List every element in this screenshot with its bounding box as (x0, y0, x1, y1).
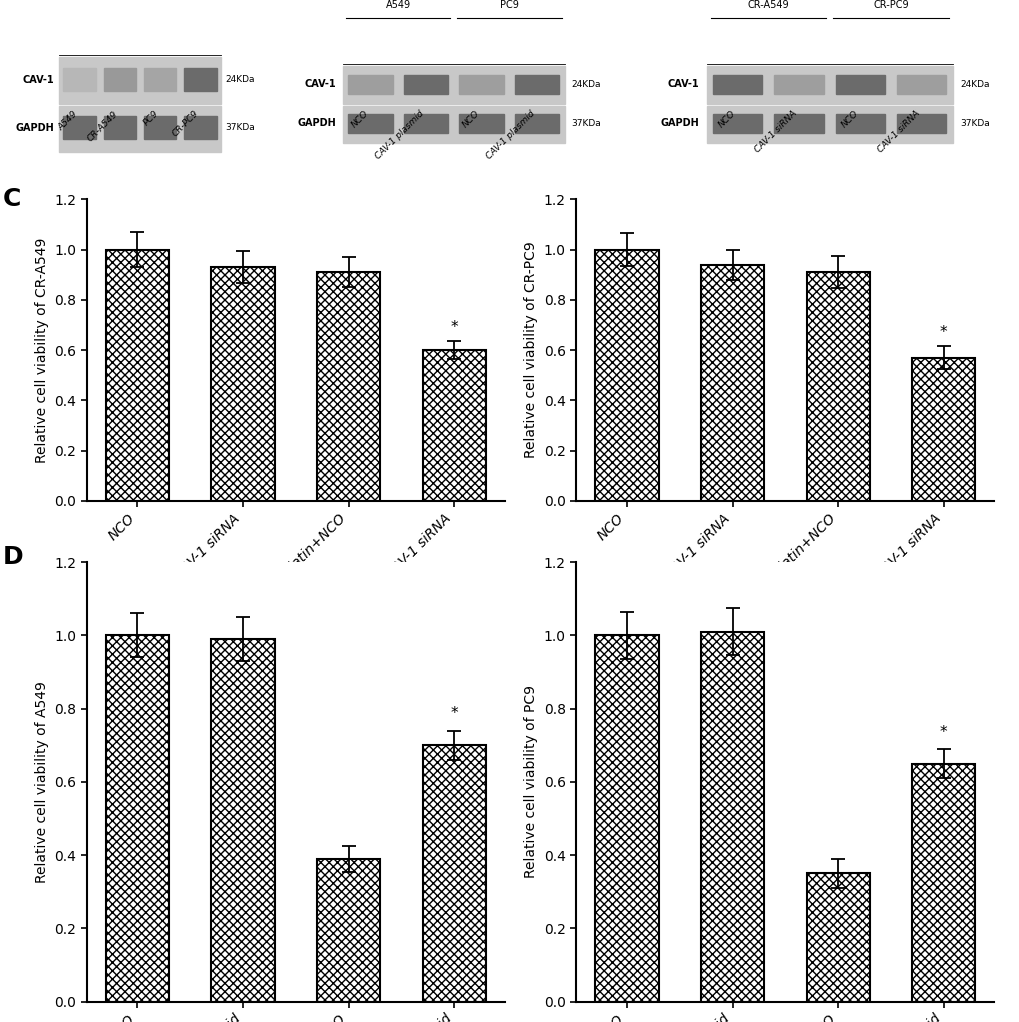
Bar (104, 117, 136, 139)
Bar (700, 632, 763, 1002)
Text: NCO: NCO (716, 109, 737, 130)
Text: GAPDH: GAPDH (15, 123, 54, 133)
Bar (184, 117, 216, 139)
Text: 37KDa: 37KDa (225, 124, 255, 133)
Text: CAV-1 plasmid: CAV-1 plasmid (485, 109, 537, 161)
Bar (347, 75, 392, 93)
Text: CR-PC9: CR-PC9 (872, 0, 908, 10)
Text: A549: A549 (56, 109, 79, 132)
Bar (515, 75, 558, 93)
Bar (835, 75, 884, 93)
Text: CAV-1: CAV-1 (304, 79, 335, 89)
Text: CAV-1 siRNA: CAV-1 siRNA (753, 109, 798, 154)
Bar (104, 68, 136, 91)
Text: NCO: NCO (350, 109, 370, 130)
Bar (806, 874, 869, 1002)
Bar (342, 105, 565, 143)
Bar (897, 114, 946, 133)
Text: C: C (3, 187, 21, 212)
Bar (211, 639, 274, 1002)
Text: CR-A549: CR-A549 (86, 109, 119, 143)
Bar (706, 105, 952, 143)
Bar (404, 75, 447, 93)
Bar (59, 57, 220, 104)
Bar (459, 114, 503, 133)
Y-axis label: Relative cell viability of CR-PC9: Relative cell viability of CR-PC9 (524, 241, 538, 459)
Text: *: * (450, 320, 458, 335)
Bar (897, 75, 946, 93)
Bar (342, 66, 565, 104)
Text: 24KDa: 24KDa (225, 75, 255, 84)
Text: *: * (450, 706, 458, 722)
Text: CR-PC9: CR-PC9 (170, 109, 201, 139)
Bar (422, 745, 485, 1002)
Text: *: * (940, 325, 947, 340)
Y-axis label: Relative cell viability of CR-A549: Relative cell viability of CR-A549 (35, 237, 49, 463)
Text: PC9: PC9 (142, 109, 160, 128)
Bar (595, 249, 658, 501)
Bar (184, 68, 216, 91)
Bar (712, 114, 761, 133)
Text: NCO: NCO (839, 109, 860, 130)
Text: *: * (940, 725, 947, 740)
Text: GAPDH: GAPDH (297, 119, 335, 129)
Bar (211, 267, 274, 501)
Text: CAV-1: CAV-1 (667, 79, 699, 89)
Bar (144, 68, 176, 91)
Text: A549: A549 (385, 0, 411, 10)
Bar (459, 75, 503, 93)
Bar (773, 75, 822, 93)
Bar (700, 265, 763, 501)
Text: CAV-1: CAV-1 (22, 75, 54, 85)
Bar (422, 350, 485, 501)
Text: D: D (3, 545, 23, 568)
Text: NCO: NCO (461, 109, 481, 130)
Bar (317, 858, 380, 1002)
Bar (63, 117, 96, 139)
Text: 24KDa: 24KDa (959, 80, 988, 89)
Y-axis label: Relative cell viability of A549: Relative cell viability of A549 (35, 681, 49, 883)
Bar (595, 636, 658, 1002)
Bar (59, 105, 220, 152)
Bar (144, 117, 176, 139)
Bar (106, 249, 169, 501)
Text: 24KDa: 24KDa (571, 80, 600, 89)
Text: 37KDa: 37KDa (571, 119, 601, 128)
Bar (835, 114, 884, 133)
Bar (773, 114, 822, 133)
Text: CR-A549: CR-A549 (747, 0, 789, 10)
Bar (911, 358, 974, 501)
Y-axis label: Relative cell viability of PC9: Relative cell viability of PC9 (524, 686, 538, 878)
Bar (404, 114, 447, 133)
Bar (706, 66, 952, 104)
Bar (317, 272, 380, 501)
Bar (347, 114, 392, 133)
Bar (63, 68, 96, 91)
Bar (911, 763, 974, 1002)
Text: CAV-1 siRNA: CAV-1 siRNA (875, 109, 921, 154)
Text: PC9: PC9 (499, 0, 519, 10)
Text: 37KDa: 37KDa (959, 119, 988, 128)
Bar (106, 636, 169, 1002)
Bar (515, 114, 558, 133)
Text: CAV-1 plasmid: CAV-1 plasmid (374, 109, 426, 161)
Bar (806, 272, 869, 501)
Bar (712, 75, 761, 93)
Text: GAPDH: GAPDH (660, 119, 699, 129)
